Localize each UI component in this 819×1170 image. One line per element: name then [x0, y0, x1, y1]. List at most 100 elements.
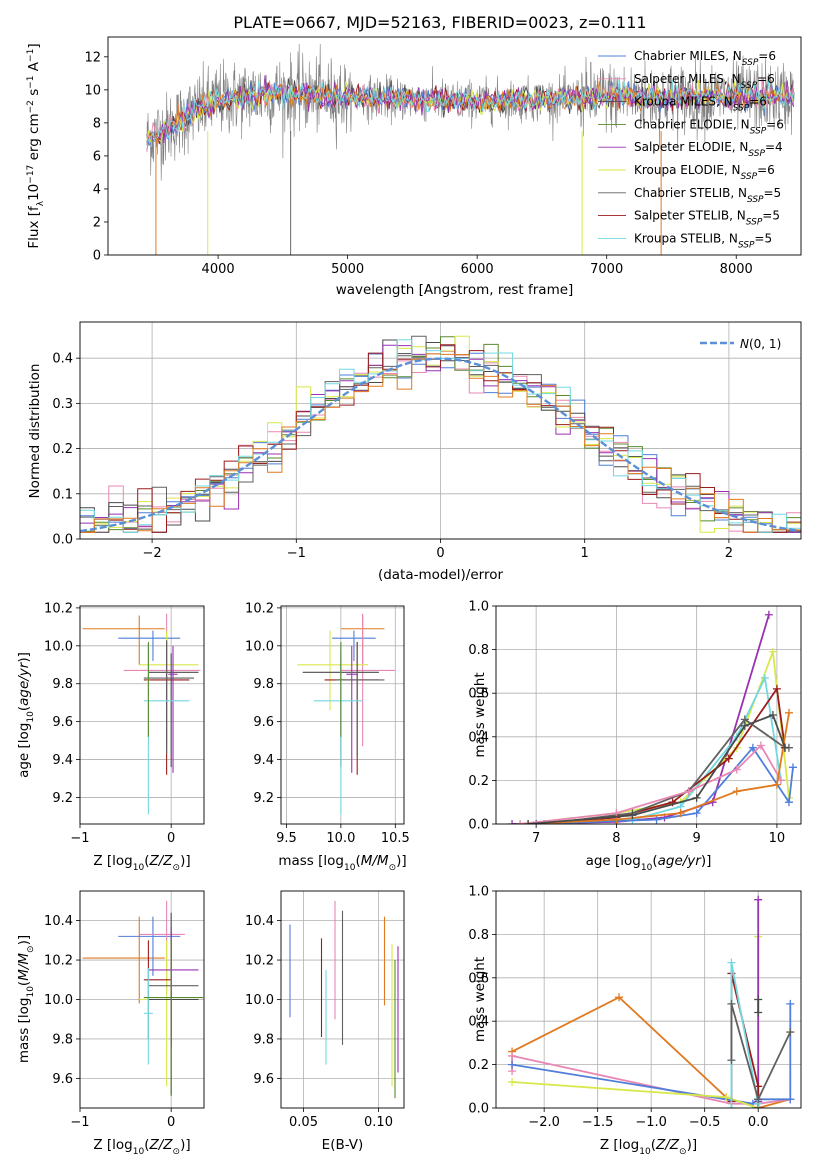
y-tick-label: 0.8	[468, 928, 489, 943]
spectrum-frame	[107, 36, 802, 256]
y-tick-label: 10.2	[44, 601, 73, 616]
legend-label: Chabrier MILES, NSSP=6	[634, 49, 776, 68]
x-tick-label: 0.0	[748, 1115, 769, 1130]
weight-point	[780, 743, 789, 752]
x-tick-label: −0.5	[689, 1115, 721, 1130]
x-tick-label: −2.0	[528, 1115, 560, 1130]
y-tick-label: 0.2	[52, 442, 73, 457]
x-tick-label: 6000	[461, 262, 494, 277]
model-spectrum	[146, 75, 794, 144]
y-tick-label: 9.8	[52, 677, 73, 692]
x-tick-label: −1	[287, 546, 306, 561]
x-axis-label: age [log10(age/yr)]	[586, 853, 712, 873]
y-tick-label: 9.2	[52, 791, 73, 806]
x-tick-label: 2	[725, 546, 733, 561]
residual-histograms	[80, 335, 801, 533]
y-axis-label: mass weight	[472, 672, 488, 757]
weight-point	[754, 995, 763, 1004]
y-tick-label: 12	[84, 50, 101, 65]
model-spectrum	[146, 76, 794, 143]
weight-point	[768, 647, 777, 656]
x-axis-label: wavelength [Angstrom, rest frame]	[336, 282, 574, 298]
weight-point	[788, 763, 797, 772]
y-tick-label: 1.0	[468, 600, 489, 615]
legend-label: Salpeter STELIB, NSSP=5	[634, 209, 780, 228]
x-tick-label: −1	[70, 1115, 89, 1130]
y-tick-label: 9.8	[253, 1032, 274, 1047]
weight-point	[684, 787, 693, 796]
weight-point	[768, 711, 777, 719]
x-tick-label: 0	[436, 546, 444, 561]
x-axis-label: (data-model)/error	[378, 567, 504, 583]
weight-point	[756, 741, 765, 750]
x-tick-label: −2	[143, 546, 162, 561]
age_vs_Z-frame	[79, 605, 205, 825]
x-axis-label: Z [log10(Z/Z⊙)]	[93, 1137, 190, 1157]
legend-label: Chabrier STELIB, NSSP=5	[634, 186, 781, 205]
weight-point	[754, 895, 763, 904]
y-tick-label: 10.2	[44, 954, 73, 969]
y-tick-label: 2	[93, 215, 101, 230]
y-tick-label: 10.2	[245, 954, 274, 969]
y-tick-label: 0.0	[468, 818, 489, 833]
x-axis-label: Z [log10(Z/Z⊙)]	[93, 853, 190, 873]
weight-point	[786, 1095, 795, 1104]
weight_vs_age-lines	[508, 610, 797, 824]
y-tick-label: 0.6	[468, 971, 489, 986]
y-axis-label: Normed distribution	[27, 364, 43, 499]
y-tick-label: 9.8	[253, 677, 274, 692]
y-tick-label: 9.6	[253, 715, 274, 730]
y-tick-label: 10.4	[245, 914, 274, 929]
y-tick-label: 9.6	[52, 715, 73, 730]
y-axis-label: mass weight	[472, 957, 488, 1042]
y-axis-label: age [log10(age/yr)]	[16, 652, 36, 778]
y-tick-label: 8	[93, 116, 101, 131]
weight-series	[528, 712, 790, 824]
y-tick-label: 0.3	[52, 397, 73, 412]
y-tick-label: 9.2	[253, 791, 274, 806]
x-axis-label: E(B-V)	[322, 1137, 364, 1153]
weight-point	[786, 999, 795, 1008]
y-axis-label: mass [log10(M/M⊙)]	[16, 935, 36, 1063]
y-tick-label: 0	[93, 249, 101, 264]
y-tick-label: 0.4	[468, 730, 489, 745]
legend-label: N(0, 1)	[740, 337, 781, 351]
legend-label: Kroupa STELIB, NSSP=5	[634, 231, 772, 250]
y-tick-label: 0.8	[468, 643, 489, 658]
y-tick-label: 4	[93, 182, 101, 197]
weight_vs_Z-axes	[492, 890, 801, 1112]
weight-series	[519, 650, 790, 824]
legend-label: Salpeter MILES, NSSP=6	[634, 72, 775, 91]
x-tick-label: 9	[693, 831, 701, 846]
x-tick-label: 8000	[720, 262, 753, 277]
x-tick-label: 0	[167, 1115, 175, 1130]
y-tick-label: 10.4	[44, 914, 73, 929]
y-tick-label: 10.2	[245, 601, 274, 616]
age_vs_Z-errorbars	[82, 613, 201, 815]
histogram-step	[80, 353, 801, 533]
weight-point	[508, 1051, 517, 1060]
y-tick-label: 6	[93, 149, 101, 164]
mass_vs_Z-frame	[79, 890, 205, 1109]
x-tick-label: 8	[612, 831, 620, 846]
weight-point	[740, 721, 749, 730]
age_vs_mass-errorbars	[297, 613, 396, 815]
weight-point	[732, 787, 741, 796]
y-tick-label: 1.0	[468, 885, 489, 900]
weight-series	[528, 714, 786, 824]
x-tick-label: 10	[769, 831, 786, 846]
weight-point	[508, 1060, 517, 1069]
mass_vs_Z-axes	[76, 891, 204, 1112]
spectrum-axes	[104, 56, 737, 259]
mass_vs_ebv-frame	[280, 890, 405, 1109]
y-tick-label: 10	[84, 83, 101, 98]
x-tick-label: 4000	[202, 262, 235, 277]
weight-point	[727, 1104, 736, 1108]
mass_vs_ebv-errorbars	[289, 900, 399, 1099]
weight-point	[508, 1077, 517, 1086]
y-tick-label: 9.6	[253, 1072, 274, 1087]
y-tick-label: 0.6	[468, 687, 489, 702]
x-tick-label: 7000	[590, 262, 623, 277]
page-title: PLATE=0667, MJD=52163, FIBERID=0023, z=0…	[233, 13, 646, 32]
